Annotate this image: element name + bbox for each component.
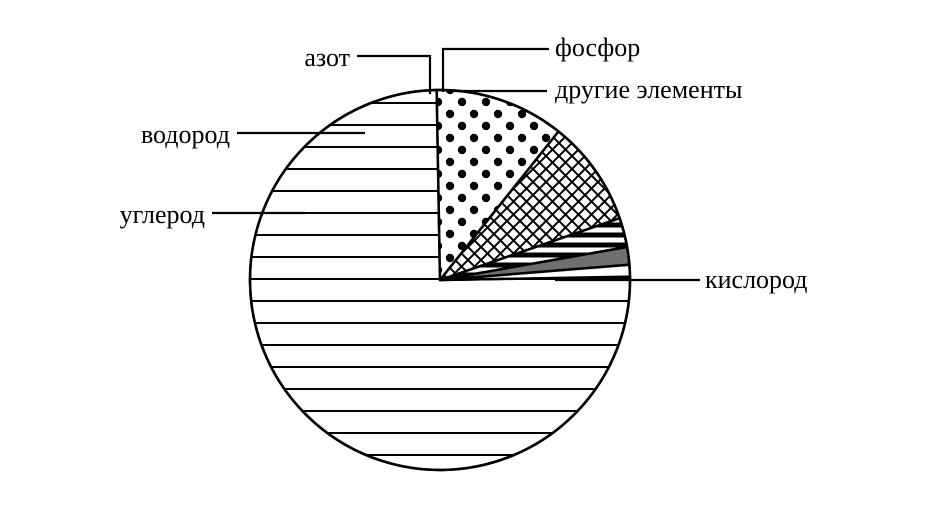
label-other: другие элементы bbox=[555, 77, 742, 103]
leader-phosphorus bbox=[443, 49, 549, 92]
pie-chart: кислород другие элементы фосфор азот водород… bbox=[0, 0, 925, 510]
label-hydrogen: водород bbox=[141, 122, 230, 148]
label-oxygen: кислород bbox=[705, 267, 808, 293]
pie-svg bbox=[0, 0, 925, 510]
label-phosphorus: фосфор bbox=[555, 35, 640, 61]
leader-nitrogen bbox=[357, 56, 430, 94]
label-nitrogen: азот bbox=[304, 45, 350, 71]
label-carbon: углерод bbox=[120, 202, 205, 228]
